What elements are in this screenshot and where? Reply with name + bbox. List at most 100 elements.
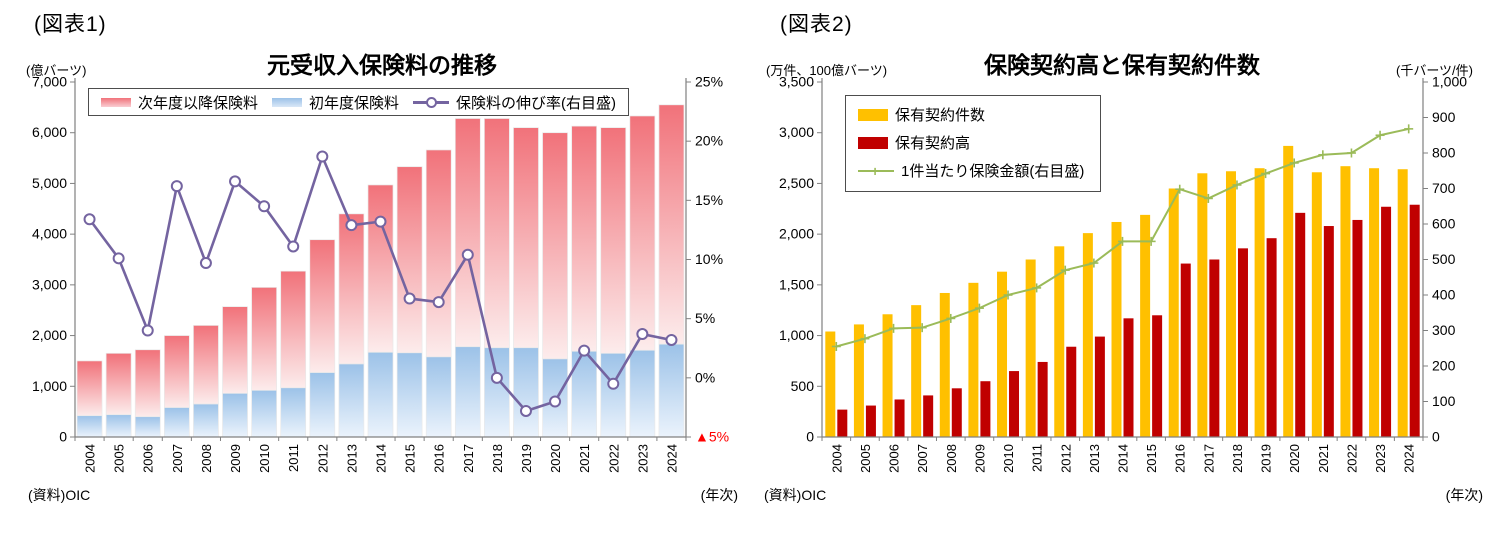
sum-assured-bar [951,388,962,437]
figure1-left-axis-unit: (億バーツ) [26,63,87,78]
first-year-premium-bar [600,352,627,438]
x-tick-year-label: 2021 [577,444,592,473]
y-right-tick-label: 200 [1432,358,1456,374]
legend-label-amount-per-policy: 1件当たり保険金額(右目盛) [901,163,1085,180]
figure1-axis-note: (年次) [700,487,738,503]
y-right-tick-label: 700 [1432,180,1456,196]
x-tick-year-label: 2018 [1230,444,1245,473]
x-tick-year-label: 2012 [315,444,330,473]
y-right-tick-label: 10% [695,251,723,267]
x-tick-year-label: 2008 [199,444,214,473]
renewal-premium-bar [513,127,539,349]
sum-assured-bar [1037,361,1048,437]
chart2-grouped-bars [825,145,1420,438]
y-right-tick-label: 25% [695,74,723,90]
policies-in-force-swatch [858,108,888,121]
sum-assured-bar [1352,219,1363,437]
y-right-tick-label: 600 [1432,216,1456,232]
renewal-premium-bar [338,213,365,365]
first-year-premium-bar [658,343,685,438]
policies-in-force-bar [1025,259,1036,437]
x-tick-year-label: 2022 [606,444,621,473]
policies-in-force-bar [1168,188,1179,437]
renewal-premium-bar [600,127,627,354]
policies-in-force-bar [1197,173,1208,438]
renewal-premium-bar [542,132,568,360]
growth-rate-marker [403,292,416,305]
chart1: 0 1,000 2,000 3,000 4,000 5,000 6,000 7,000 25% 2… [32,74,729,473]
first-year-premium-bar [280,387,307,438]
x-tick-year-label: 2007 [915,444,930,473]
x-tick-year-label: 2008 [944,444,959,473]
growth-rate-marker [141,324,154,337]
x-tick-year-label: 2009 [972,444,987,473]
y-left-tick-label: 3,000 [32,276,67,292]
growth-rate-marker [490,371,503,384]
legend-item-sum-assured: 保有契約高 [858,132,970,153]
growth-rate-marker [112,252,125,265]
first-year-premium-bar [396,352,423,438]
x-tick-year-label: 2004 [83,444,98,473]
figure2-left-axis-unit: (万件、100億バーツ) [766,63,888,78]
renewal-premium-bar [280,270,307,389]
y-left-tick-label: 1,000 [779,327,814,343]
x-tick-year-label: 2015 [1144,444,1159,473]
growth-rate-marker [316,150,329,163]
policies-in-force-bar [1369,168,1380,437]
x-tick-year-label: 2017 [1201,444,1216,473]
first-year-premium-bar [251,389,277,438]
renewal-premium-bar [367,184,394,353]
y-right-tick-label: 500 [1432,251,1456,267]
sum-assured-bar [1295,212,1306,437]
growth-rate-marker [578,344,591,357]
growth-rate-marker [170,180,183,193]
growth-rate-marker [258,200,271,213]
x-tick-year-label: 2020 [548,444,563,473]
sum-assured-bar [1409,204,1420,437]
y-left-tick-label: 6,000 [32,124,67,140]
legend-label-first-year-premium: 初年度保険料 [309,94,400,112]
growth-rate-marker [461,248,474,261]
growth-rate-marker [374,215,387,228]
first-year-premium-bar [163,407,190,438]
figure1-label: (図表1) [34,13,107,36]
y-left-tick-label: 3,500 [779,74,814,90]
growth-rate-marker [549,395,562,408]
renewal-premium-bar [309,239,336,373]
first-year-premium-bar [338,363,365,438]
first-year-premium-bar [629,349,656,438]
legend-label-sum-assured: 保有契約高 [895,135,971,152]
y-right-tick-label: 0% [695,369,715,385]
sum-assured-bar [1209,259,1220,437]
x-tick-year-label: 2004 [829,444,844,473]
first-year-premium-bar [76,415,103,438]
renewal-premium-bar [193,325,219,405]
policies-in-force-bar [911,305,922,437]
first-year-premium-bar [193,403,219,438]
policies-in-force-bar [825,331,836,437]
legend-item-renewal-premium: 次年度以降保険料 [101,92,258,113]
policies-in-force-bar [997,271,1008,437]
figure1-legend: 次年度以降保険料 初年度保険料 保険料の伸び率(右目盛) [88,88,630,116]
policies-in-force-bar [1397,169,1408,437]
figure1-title: 元受収入保険料の推移 [267,52,497,78]
y-right-tick-label: 15% [695,192,723,208]
renewal-premium-bar [629,115,656,351]
sum-assured-bar [1123,318,1134,437]
sum-assured-bar [1094,336,1105,437]
x-tick-year-label: 2017 [461,444,476,473]
first-year-premium-bar [367,351,394,438]
legend-item-amount-per-policy: + 1件当たり保険金額(右目盛) [858,160,1084,181]
growth-rate-marker [345,219,358,232]
x-tick-year-label: 2010 [1001,444,1016,473]
x-tick-year-label: 2011 [1030,444,1045,472]
y-right-tick-label: 0 [1432,429,1440,445]
x-tick-year-label: 2006 [141,444,156,473]
x-tick-year-label: 2005 [112,444,127,473]
amount-per-policy-line-swatch: + [858,164,894,178]
growth-rate-marker [636,328,649,341]
x-tick-year-label: 2019 [519,444,534,473]
y-right-tick-label: ▲5% [695,429,729,445]
